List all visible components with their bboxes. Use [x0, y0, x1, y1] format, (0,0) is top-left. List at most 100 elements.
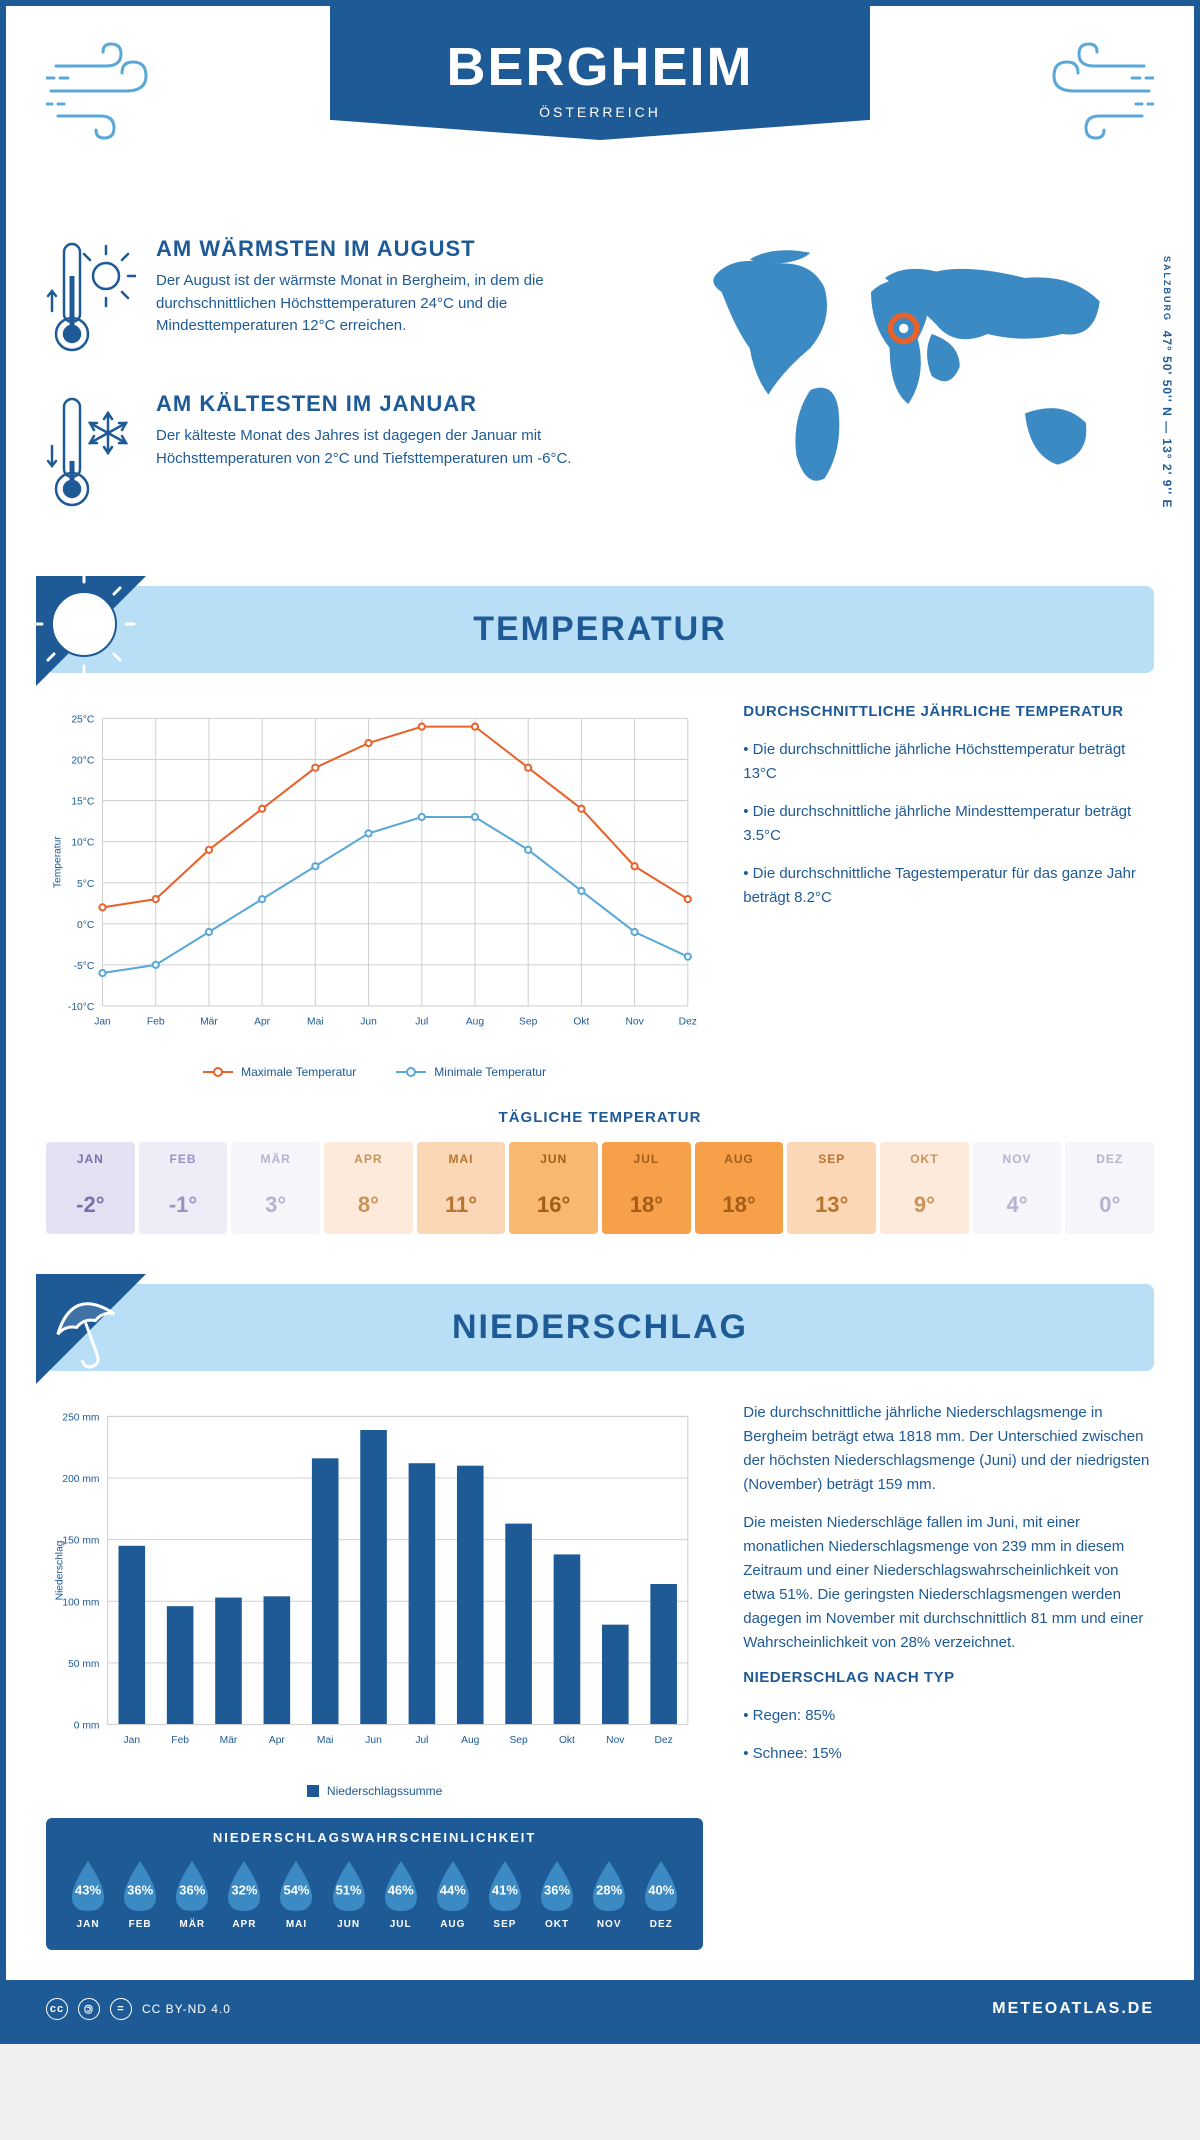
nd-icon: =	[110, 1998, 132, 2020]
probability-drop: 36%FEB	[114, 1859, 166, 1930]
precipitation-probability: NIEDERSCHLAGSWAHRSCHEINLICHKEIT 43%JAN36…	[46, 1818, 703, 1950]
svg-text:Okt: Okt	[559, 1735, 575, 1746]
svg-text:-10°C: -10°C	[68, 1002, 95, 1013]
footer: cc 🄯 = CC BY-ND 4.0 METEOATLAS.DE	[6, 1980, 1194, 2038]
svg-text:Temperatur: Temperatur	[52, 836, 63, 888]
temp-cell: MÄR3°	[231, 1142, 320, 1234]
svg-text:0 mm: 0 mm	[74, 1721, 100, 1732]
temperature-info: DURCHSCHNITTLICHE JÄHRLICHE TEMPERATUR •…	[743, 703, 1154, 1079]
info-title: DURCHSCHNITTLICHE JÄHRLICHE TEMPERATUR	[743, 703, 1154, 720]
precip-text: Die meisten Niederschläge fallen im Juni…	[743, 1511, 1154, 1655]
coldest-text: Der kälteste Monat des Jahres ist dagege…	[156, 425, 623, 470]
temp-cell: DEZ0°	[1065, 1142, 1154, 1234]
svg-text:5°C: 5°C	[77, 879, 95, 890]
svg-text:-5°C: -5°C	[74, 961, 95, 972]
temp-cell: MAI11°	[417, 1142, 506, 1234]
cc-icon: cc	[46, 1998, 68, 2020]
title-banner: BERGHEIM ÖSTERREICH	[330, 6, 870, 140]
by-icon: 🄯	[78, 1998, 100, 2020]
svg-text:Aug: Aug	[461, 1735, 480, 1746]
daily-temp-grid: JAN-2°FEB-1°MÄR3°APR8°MAI11°JUN16°JUL18°…	[46, 1142, 1154, 1234]
svg-text:25°C: 25°C	[71, 715, 95, 726]
svg-text:Sep: Sep	[519, 1016, 538, 1027]
probability-drop: 28%NOV	[583, 1859, 635, 1930]
temp-cell: APR8°	[324, 1142, 413, 1234]
temp-cell: JAN-2°	[46, 1142, 135, 1234]
svg-text:Nov: Nov	[625, 1016, 644, 1027]
coldest-block: AM KÄLTESTEN IM JANUAR Der kälteste Mona…	[46, 391, 623, 516]
map-area: SALZBURG 47° 50' 50'' N — 13° 2' 9'' E	[653, 236, 1154, 546]
info-bullet: • Die durchschnittliche Tagestemperatur …	[743, 862, 1154, 910]
warmest-block: AM WÄRMSTEN IM AUGUST Der August ist der…	[46, 236, 623, 361]
svg-text:Niederschlag: Niederschlag	[54, 1540, 65, 1600]
probability-drop: 46%JUL	[375, 1859, 427, 1930]
temp-cell: OKT9°	[880, 1142, 969, 1234]
header: BERGHEIM ÖSTERREICH	[6, 6, 1194, 206]
svg-text:Dez: Dez	[655, 1735, 673, 1746]
thermometer-cold-icon	[46, 391, 136, 511]
page-subtitle: ÖSTERREICH	[350, 104, 850, 120]
precipitation-info: Die durchschnittliche jährliche Niedersc…	[743, 1401, 1154, 1950]
temp-cell: AUG18°	[695, 1142, 784, 1234]
svg-text:Sep: Sep	[509, 1735, 528, 1746]
section-header-temperature: TEMPERATUR	[46, 586, 1154, 673]
svg-text:Apr: Apr	[269, 1735, 286, 1746]
svg-text:Okt: Okt	[573, 1016, 589, 1027]
svg-text:20°C: 20°C	[71, 756, 95, 767]
sun-icon	[36, 576, 146, 686]
warmest-text: Der August ist der wärmste Monat in Berg…	[156, 270, 623, 338]
page-title: BERGHEIM	[350, 36, 850, 98]
legend-item: Niederschlagssumme	[307, 1784, 442, 1798]
probability-drop: 40%DEZ	[635, 1859, 687, 1930]
wind-icon	[1024, 36, 1154, 146]
info-bullet: • Die durchschnittliche jährliche Mindes…	[743, 800, 1154, 848]
prob-title: NIEDERSCHLAGSWAHRSCHEINLICHKEIT	[62, 1830, 687, 1845]
svg-text:250 mm: 250 mm	[62, 1413, 99, 1424]
temp-cell: JUN16°	[509, 1142, 598, 1234]
info-bullet: • Schnee: 15%	[743, 1742, 1154, 1766]
svg-text:Apr: Apr	[254, 1016, 271, 1027]
svg-text:Mai: Mai	[317, 1735, 334, 1746]
section-title: NIEDERSCHLAG	[66, 1308, 1134, 1347]
intro-row: AM WÄRMSTEN IM AUGUST Der August ist der…	[46, 236, 1154, 546]
svg-text:10°C: 10°C	[71, 838, 95, 849]
world-map-icon	[653, 236, 1154, 516]
precipitation-chart: 0 mm50 mm100 mm150 mm200 mm250 mmJanFebM…	[46, 1401, 703, 1950]
info-bullet: • Die durchschnittliche jährliche Höchst…	[743, 738, 1154, 786]
svg-text:Feb: Feb	[147, 1016, 165, 1027]
svg-text:100 mm: 100 mm	[62, 1597, 99, 1608]
probability-drop: 41%SEP	[479, 1859, 531, 1930]
probability-drop: 51%JUN	[323, 1859, 375, 1930]
svg-text:Aug: Aug	[466, 1016, 485, 1027]
warmest-title: AM WÄRMSTEN IM AUGUST	[156, 236, 623, 262]
temp-cell: FEB-1°	[139, 1142, 228, 1234]
precip-type-title: NIEDERSCHLAG NACH TYP	[743, 1669, 1154, 1686]
svg-text:Jul: Jul	[415, 1735, 428, 1746]
temp-cell: JUL18°	[602, 1142, 691, 1234]
svg-text:Jan: Jan	[124, 1735, 141, 1746]
svg-text:Nov: Nov	[606, 1735, 625, 1746]
probability-drop: 32%APR	[218, 1859, 270, 1930]
probability-drop: 36%MÄR	[166, 1859, 218, 1930]
section-header-precipitation: NIEDERSCHLAG	[46, 1284, 1154, 1371]
svg-text:Jun: Jun	[365, 1735, 382, 1746]
probability-drop: 54%MAI	[270, 1859, 322, 1930]
thermometer-hot-icon	[46, 236, 136, 356]
temperature-chart: -10°C-5°C0°C5°C10°C15°C20°C25°CJanFebMär…	[46, 703, 703, 1079]
svg-text:Jul: Jul	[415, 1016, 428, 1027]
coldest-title: AM KÄLTESTEN IM JANUAR	[156, 391, 623, 417]
svg-text:Jan: Jan	[94, 1016, 111, 1027]
svg-text:200 mm: 200 mm	[62, 1474, 99, 1485]
probability-drop: 43%JAN	[62, 1859, 114, 1930]
svg-text:Mär: Mär	[220, 1735, 238, 1746]
umbrella-icon	[36, 1274, 146, 1384]
license: cc 🄯 = CC BY-ND 4.0	[46, 1998, 231, 2020]
temp-cell: NOV4°	[973, 1142, 1062, 1234]
legend-item: .legend-line[style*='#e8622c']::before{b…	[203, 1065, 356, 1079]
daily-temp-title: TÄGLICHE TEMPERATUR	[46, 1109, 1154, 1126]
probability-drop: 44%AUG	[427, 1859, 479, 1930]
svg-text:Mai: Mai	[307, 1016, 324, 1027]
info-bullet: • Regen: 85%	[743, 1704, 1154, 1728]
svg-text:Dez: Dez	[679, 1016, 697, 1027]
section-title: TEMPERATUR	[66, 610, 1134, 649]
